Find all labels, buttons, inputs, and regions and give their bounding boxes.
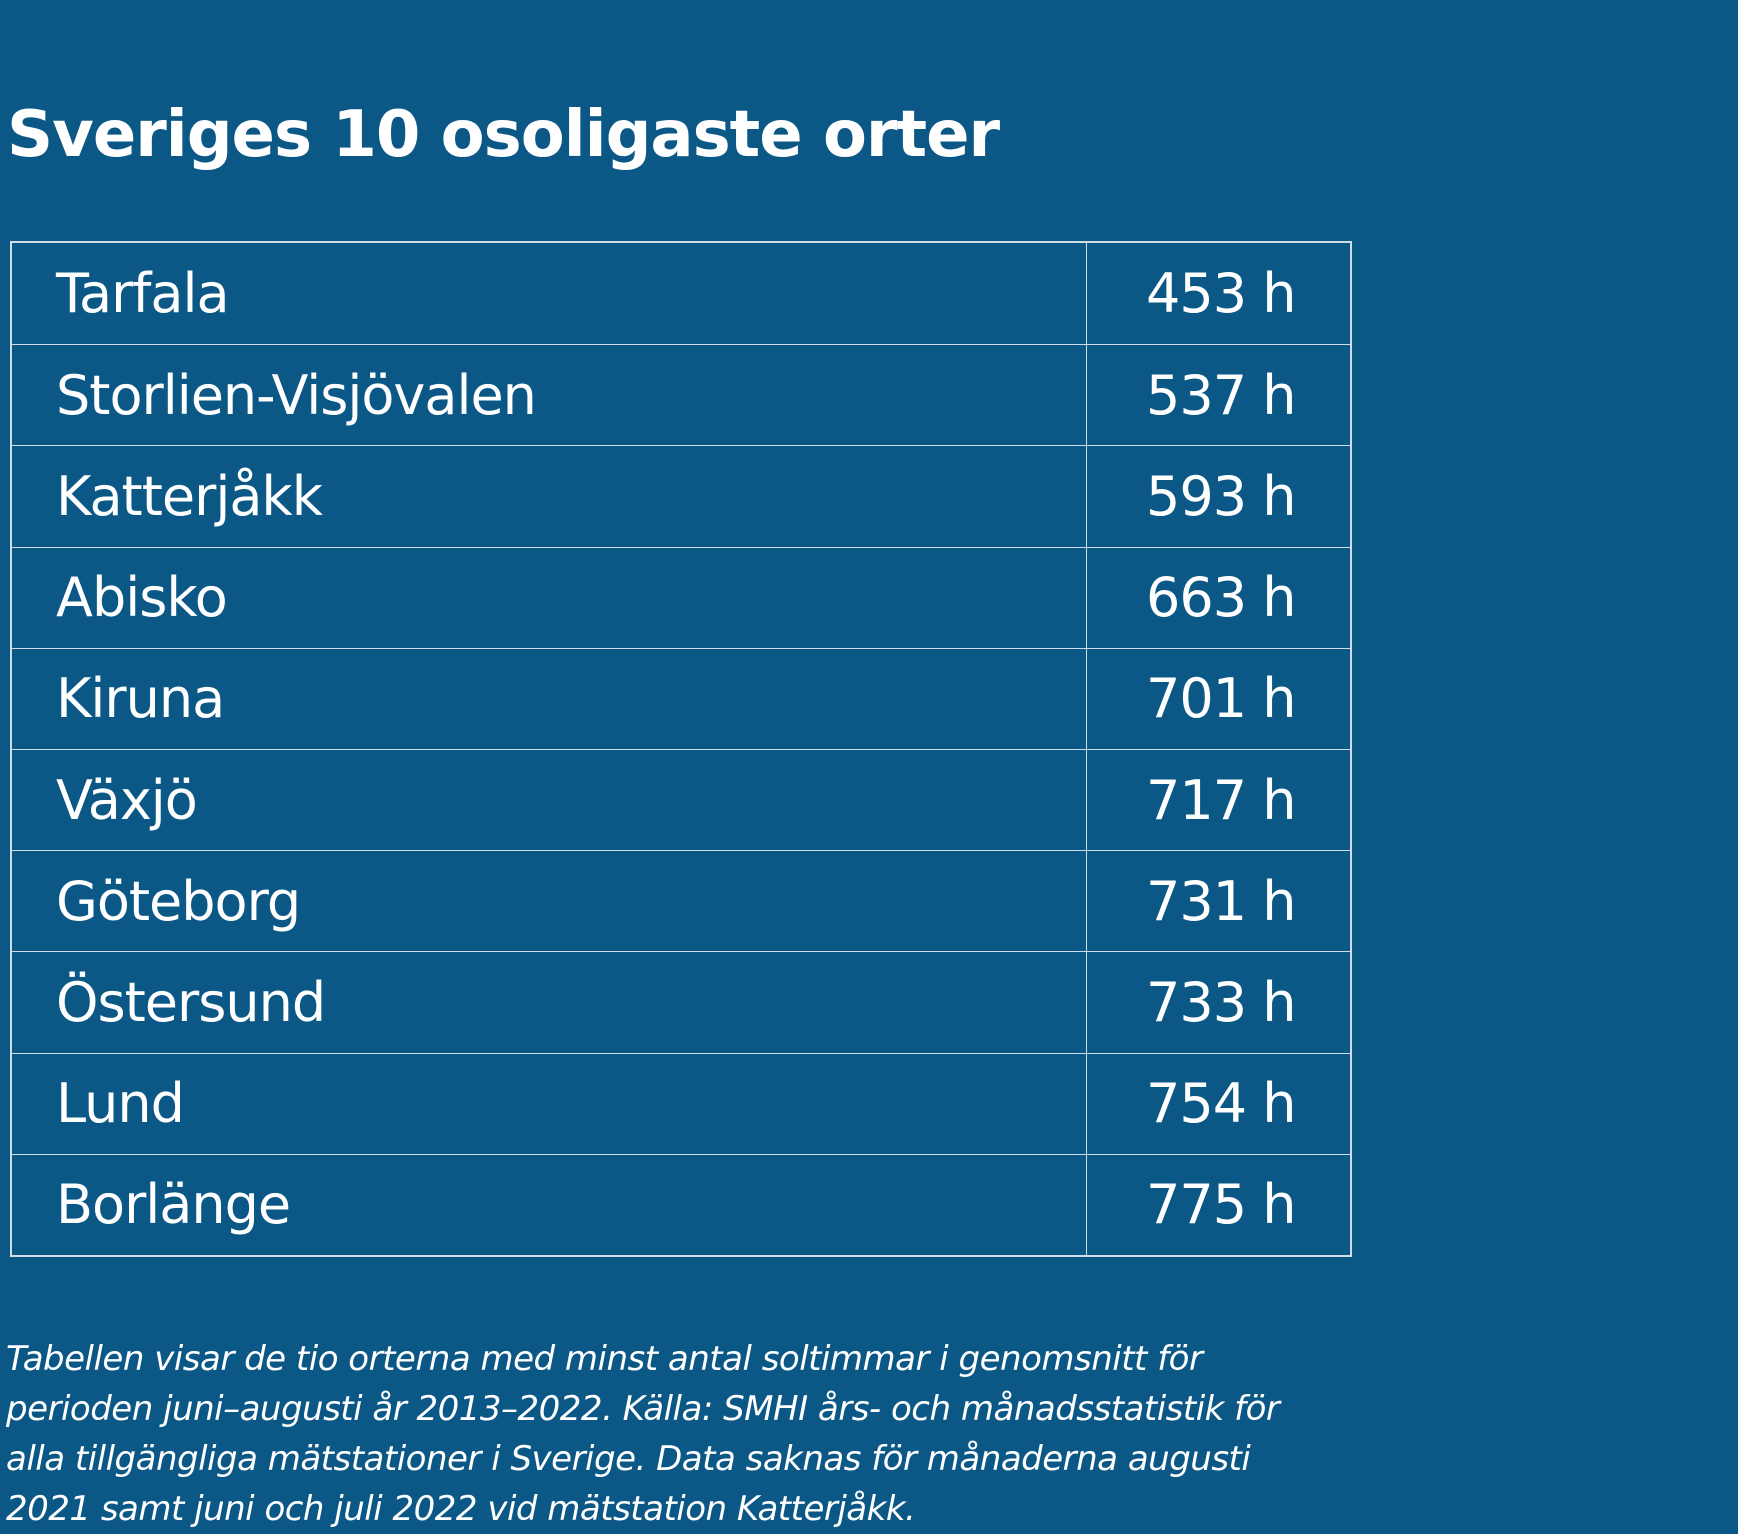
place-name: Borlänge [12, 1154, 1087, 1255]
place-name: Lund [12, 1053, 1087, 1154]
place-name: Växjö [12, 749, 1087, 851]
table-row: Göteborg 731 h [12, 850, 1350, 952]
footnote-line: alla tillgängliga mätstationer i Sverige… [6, 1439, 1251, 1479]
sun-hours: 453 h [1146, 262, 1296, 326]
sun-hours: 733 h [1146, 970, 1296, 1034]
sun-hours: 731 h [1146, 869, 1296, 933]
sun-hours: 701 h [1146, 667, 1296, 731]
sun-hours: 775 h [1146, 1173, 1296, 1237]
place-name: Tarfala [12, 243, 1087, 345]
table-row: Borlänge 775 h [12, 1153, 1350, 1255]
table-row: Östersund 733 h [12, 951, 1350, 1053]
place-name: Östersund [12, 952, 1087, 1053]
sun-hours: 754 h [1146, 1072, 1296, 1136]
place-name: Kiruna [12, 648, 1087, 749]
place-name: Storlien-Visjövalen [12, 345, 1087, 446]
footnote-line: Tabellen visar de tio orterna med minst … [6, 1339, 1203, 1379]
table-row: Abisko 663 h [12, 546, 1350, 648]
table-row: Storlien-Visjövalen 537 h [12, 344, 1350, 446]
title: Sveriges 10 osoligaste orter [7, 98, 1000, 172]
table-row: Kiruna 701 h [12, 647, 1350, 749]
sun-hours: 593 h [1146, 464, 1296, 528]
table-row: Växjö 717 h [12, 748, 1350, 851]
footnote-line: perioden juni–augusti år 2013–2022. Käll… [6, 1389, 1280, 1429]
sun-hours: 717 h [1146, 768, 1296, 832]
table-row: Lund 754 h [12, 1052, 1350, 1154]
place-name: Abisko [12, 547, 1087, 648]
table: Tarfala 453 h Storlien-Visjövalen 537 h Katt… [10, 241, 1352, 1257]
footnote: Tabellen visar de tio orterna med minst … [6, 1334, 1280, 1534]
sun-hours: 663 h [1146, 566, 1296, 630]
table-row: Tarfala 453 h [12, 243, 1350, 345]
place-name: Göteborg [12, 851, 1087, 952]
sun-hours: 537 h [1146, 363, 1296, 427]
place-name: Katterjåkk [12, 446, 1087, 547]
footnote-line: 2021 samt juni och juli 2022 vid mätstat… [6, 1489, 916, 1529]
table-row: Katterjåkk 593 h [12, 445, 1350, 547]
